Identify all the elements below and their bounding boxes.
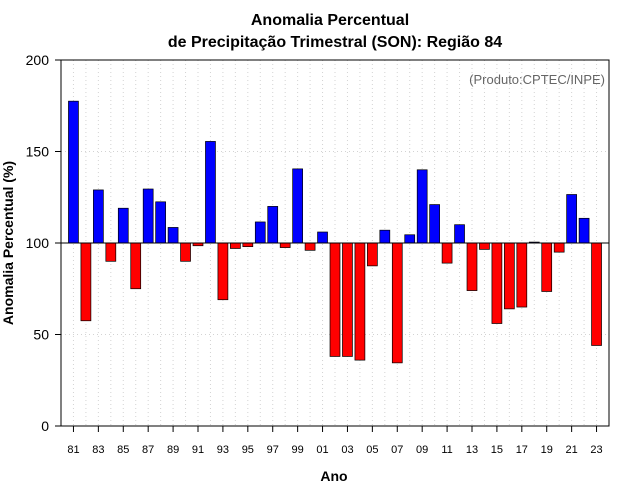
bar-04 [354,242,366,361]
y-tick-label: 100 [26,235,50,251]
chart-title-line2: de Precipitação Trimestral (SON): Região… [168,34,502,51]
x-tick-label: 83 [92,444,104,456]
bar-87 [142,188,154,244]
bar-03 [342,242,353,357]
bar-88 [155,201,166,244]
bar-95 [242,242,254,248]
bar-85 [117,207,129,244]
bar-20 [553,242,565,253]
credit-label: (Produto:CPTEC/INPE) [469,72,605,87]
x-axis: 81 83 85 87 89 91 93 95 97 99 01 03 05 07 09 11 13 15 17 19… [67,426,603,456]
x-tick-label: 91 [192,444,204,456]
bar-92 [205,141,216,244]
x-tick-label: 01 [316,444,328,456]
x-tick-label: 13 [466,444,478,456]
bar-96 [254,221,266,244]
x-tick-label: 97 [267,444,279,456]
bar-15 [491,242,503,324]
bar-08 [404,234,416,244]
bar-84 [105,242,117,262]
bar-01 [317,231,328,244]
x-tick-label: 21 [566,444,578,456]
bar-99 [292,168,303,244]
x-tick-label: 93 [217,444,229,456]
x-tick-label: 81 [67,444,79,456]
bar-94 [230,242,241,249]
chart-title-line1: Anomalia Percentual [251,12,409,29]
x-tick-label: 07 [391,444,403,456]
x-tick-label: 17 [516,444,528,456]
bar-14 [479,242,490,250]
bar-07 [391,242,403,364]
x-tick-label: 95 [242,444,254,456]
bar-19 [541,242,553,292]
bar-97 [267,206,279,244]
bar-82 [80,242,92,322]
bar-89 [167,227,179,244]
bar-23 [591,242,602,346]
y-axis: 0 50 100 150 200 [26,52,61,434]
y-tick-label: 200 [26,52,50,68]
x-tick-label: 85 [117,444,129,456]
x-tick-label: 11 [441,444,452,456]
bar-00 [304,242,316,251]
bar-98 [279,242,291,248]
bar-86 [130,242,142,290]
bar-10 [429,204,440,244]
x-tick-label: 15 [491,444,503,456]
bar-series [68,100,602,364]
bar-12 [454,224,465,244]
bar-16 [504,242,515,310]
x-tick-label: 23 [590,444,602,456]
bar-83 [93,189,104,244]
x-tick-label: 09 [416,444,428,456]
bar-93 [217,242,229,301]
bar-02 [329,242,341,357]
x-axis-label: Ano [320,468,347,484]
bar-09 [416,169,428,244]
x-tick-label: 99 [292,444,304,456]
bar-17 [516,242,528,308]
x-tick-label: 03 [341,444,353,456]
bar-21 [566,194,577,244]
grid-lines [61,59,609,427]
bar-11 [441,242,453,264]
y-tick-label: 0 [41,418,49,434]
x-tick-label: 89 [167,444,179,456]
bar-90 [180,242,191,262]
x-tick-label: 19 [541,444,553,456]
y-tick-label: 150 [26,144,50,160]
bar-05 [367,242,378,267]
y-tick-label: 50 [33,327,49,343]
bar-81 [68,100,79,244]
y-axis-label: Anomalia Percentual (%) [0,161,16,325]
bar-13 [466,242,478,291]
x-tick-label: 05 [366,444,378,456]
x-tick-label: 87 [142,444,154,456]
bar-06 [379,229,391,244]
bar-22 [578,217,590,244]
